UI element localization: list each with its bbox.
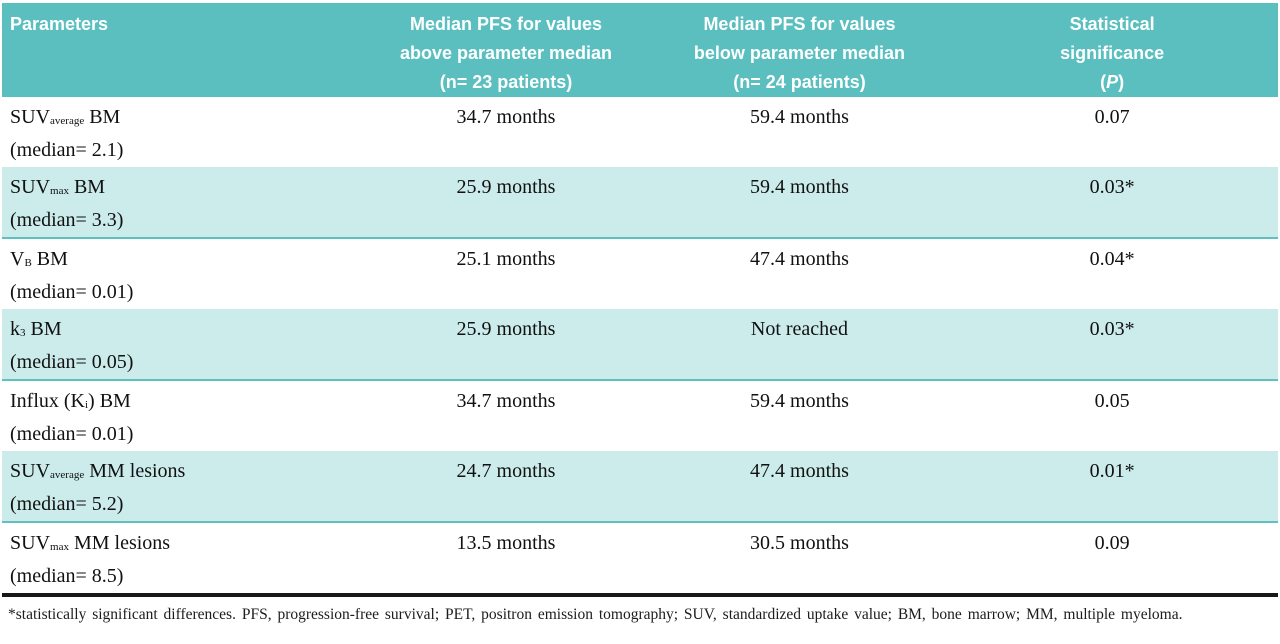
pfs-parameters-table: Parameters Median PFS for values above p… xyxy=(2,3,1278,597)
param-subscript: B xyxy=(24,257,32,269)
paren: ) xyxy=(1118,72,1125,92)
p-value-cell: 0.05 xyxy=(1094,390,1130,412)
header-line: Statistical xyxy=(1069,14,1155,34)
pfs-above-cell: 24.7 months xyxy=(456,460,556,482)
param-rest: BM xyxy=(25,318,62,340)
param-base: SUV xyxy=(10,106,51,128)
pfs-below-cell: 47.4 months xyxy=(750,248,849,270)
param-median: (median= 8.5) xyxy=(10,565,124,587)
param-base: Influx (K xyxy=(10,390,85,412)
pfs-above-cell: 34.7 months xyxy=(456,390,556,412)
header-label: Parameters xyxy=(10,14,109,34)
param-median: (median= 0.05) xyxy=(10,351,134,373)
param-cell: k3 BM (median= 0.05) xyxy=(2,309,359,380)
header-line: above parameter median xyxy=(399,43,613,63)
table-row: SUVmax MM lesions (median= 8.5) 13.5 mon… xyxy=(2,522,1278,595)
param-median: (median= 3.3) xyxy=(10,209,124,231)
table-page: Parameters Median PFS for values above p… xyxy=(2,3,1278,623)
paren: ( xyxy=(1100,72,1107,92)
param-median: (median= 2.1) xyxy=(10,139,124,161)
param-median: (median= 0.01) xyxy=(10,423,134,445)
param-name: k3 BM xyxy=(10,313,359,346)
param-base: V xyxy=(10,248,25,270)
pfs-below-cell: 47.4 months xyxy=(750,460,849,482)
param-subscript: average xyxy=(50,469,85,481)
param-base: k xyxy=(10,318,20,340)
pfs-above-cell: 25.9 months xyxy=(456,176,556,198)
table-header: Parameters Median PFS for values above p… xyxy=(2,3,1278,97)
param-rest: BM xyxy=(84,106,121,128)
pfs-below-cell: 59.4 months xyxy=(750,390,849,412)
param-rest: BM xyxy=(68,176,106,198)
param-rest: ) BM xyxy=(88,390,131,412)
header-line: (n= 24 patients) xyxy=(733,72,866,92)
pfs-above-cell: 25.9 months xyxy=(456,318,556,340)
pfs-below-cell: 30.5 months xyxy=(750,532,849,554)
param-subscript: max xyxy=(50,185,69,197)
param-cell: SUVmax MM lesions (median= 8.5) xyxy=(2,522,359,595)
header-line: Median PFS for values xyxy=(409,14,603,34)
param-name: SUVaverage MM lesions xyxy=(10,455,359,488)
param-base: SUV xyxy=(10,460,51,482)
col-header-pfs-above: Median PFS for values above parameter me… xyxy=(359,3,653,97)
header-line: (n= 23 patients) xyxy=(439,72,573,92)
param-rest: BM xyxy=(31,248,68,270)
param-name: SUVmax MM lesions xyxy=(10,527,359,560)
p-value-cell: 0.03* xyxy=(1089,318,1135,340)
pfs-above-cell: 13.5 months xyxy=(456,532,556,554)
table-footnote: *statistically significant differences. … xyxy=(8,606,1183,623)
header-row: Parameters Median PFS for values above p… xyxy=(2,3,1278,97)
col-header-parameters: Parameters xyxy=(2,3,360,97)
table-row: k3 BM (median= 0.05) 25.9 months Not rea… xyxy=(2,309,1278,380)
param-base: SUV xyxy=(10,176,51,198)
table-row: SUVaverage BM (median= 2.1) 34.7 months … xyxy=(2,97,1278,167)
pfs-below-cell: 59.4 months xyxy=(750,106,849,128)
param-median: (median= 5.2) xyxy=(10,493,124,515)
header-line: Median PFS for values xyxy=(703,14,896,34)
param-cell: SUVaverage MM lesions (median= 5.2) xyxy=(2,451,359,522)
p-value-cell: 0.04* xyxy=(1089,248,1135,270)
header-line: below parameter median xyxy=(693,43,905,63)
table-row: Influx (Ki) BM (median= 0.01) 34.7 month… xyxy=(2,380,1278,451)
col-header-significance: Statistical significance (P) xyxy=(946,3,1278,97)
pfs-below-cell: Not reached xyxy=(750,318,849,340)
param-subscript: max xyxy=(50,541,69,553)
pfs-below-cell: 59.4 months xyxy=(750,176,849,198)
table-row: VB BM (median= 0.01) 25.1 months 47.4 mo… xyxy=(2,238,1278,309)
param-cell: Influx (Ki) BM (median= 0.01) xyxy=(2,380,359,451)
header-line: significance xyxy=(1060,43,1165,63)
param-name: Influx (Ki) BM xyxy=(10,385,359,418)
table-body: SUVaverage BM (median= 2.1) 34.7 months … xyxy=(2,97,1278,595)
param-cell: VB BM (median= 0.01) xyxy=(2,238,359,309)
col-header-pfs-below: Median PFS for values below parameter me… xyxy=(652,3,947,97)
header-line-p: (P) xyxy=(946,68,1278,97)
param-rest: MM lesions xyxy=(84,460,186,482)
param-rest: MM lesions xyxy=(68,532,171,554)
param-base: SUV xyxy=(10,532,51,554)
param-name: SUVaverage BM xyxy=(10,101,359,134)
param-cell: SUVaverage BM (median= 2.1) xyxy=(2,97,359,167)
p-value-cell: 0.07 xyxy=(1094,106,1130,128)
table-row: SUVaverage MM lesions (median= 5.2) 24.7… xyxy=(2,451,1278,522)
p-value-cell: 0.09 xyxy=(1094,532,1130,554)
pfs-above-cell: 34.7 months xyxy=(456,106,556,128)
param-name: VB BM xyxy=(10,243,359,276)
param-subscript: average xyxy=(50,115,85,127)
pfs-above-cell: 25.1 months xyxy=(456,248,556,270)
param-cell: SUVmax BM (median= 3.3) xyxy=(2,167,359,238)
param-name: SUVmax BM xyxy=(10,171,359,204)
param-subscript: i xyxy=(84,399,89,411)
param-subscript: 3 xyxy=(20,327,26,339)
p-value-cell: 0.01* xyxy=(1089,460,1135,482)
table-row: SUVmax BM (median= 3.3) 25.9 months 59.4… xyxy=(2,167,1278,238)
p-symbol: P xyxy=(1106,72,1119,92)
p-value-cell: 0.03* xyxy=(1089,176,1135,198)
param-median: (median= 0.01) xyxy=(10,281,134,303)
